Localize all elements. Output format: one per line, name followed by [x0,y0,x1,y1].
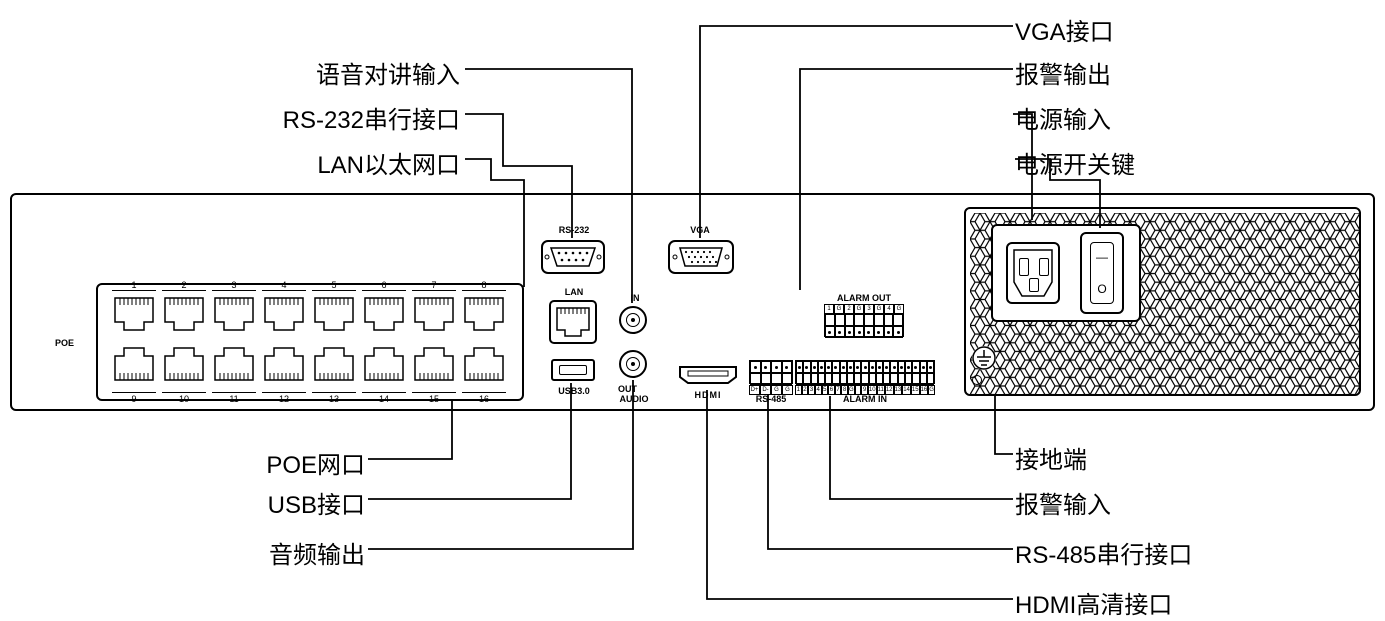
terminal-pin-label: 2 [802,385,809,395]
poe-row-2 [112,345,506,383]
poe-port-number: 13 [312,394,356,404]
poe-port-number: 12 [262,394,306,404]
callout-label: 语音对讲输入 [316,55,460,90]
diagram-container: POE 12345678 910111213141516 RS-232 VGA … [0,0,1385,621]
poe-port-number: 7 [412,280,456,290]
poe-port [262,295,306,333]
poe-port-number: 11 [212,394,256,404]
alarm-in-terminal [795,360,935,384]
callout-label: 报警输入 [1015,485,1111,520]
poe-port [362,295,406,333]
callout-label: RS-232串行接口 [283,100,460,135]
callout-label: 报警输出 [1015,55,1111,90]
poe-port-number: 4 [262,280,306,290]
terminal-pin-label: 14 [902,385,911,395]
poe-port-number: 16 [462,394,506,404]
callout-label: 音频输出 [269,535,365,570]
poe-port-number: 9 [112,394,156,404]
callout-label: VGA接口 [1015,12,1114,47]
terminal-pin-label: 3 [808,385,815,395]
alarm-in-label: ALARM IN [830,394,900,404]
ground-symbol-icon [972,346,996,370]
poe-port [412,345,456,383]
callout-label: 电源输入 [1015,100,1111,135]
poe-port [312,295,356,333]
poe-port-number: 2 [162,280,206,290]
callout-label: LAN以太网口 [317,145,460,180]
callout-label: RS-485串行接口 [1015,535,1192,570]
poe-port [312,345,356,383]
poe-label: POE [55,338,74,348]
audio-out-jack-icon [619,350,647,378]
poe-port [112,295,156,333]
terminal-pin-label: G [928,385,935,395]
rocker-off-mark: O [1082,282,1122,296]
lan-port-icon [549,300,597,344]
vga-port-icon [668,240,734,274]
alarm-out-label: ALARM OUT [824,293,904,303]
audio-block-label: AUDIO [618,394,650,404]
poe-port [212,345,256,383]
rs232-label: RS-232 [554,225,594,235]
rs232-port-icon [541,240,605,274]
audio-in-jack-icon [619,306,647,334]
poe-port-number: 15 [412,394,456,404]
poe-row-1 [112,295,506,333]
rocker-on-mark: — [1082,250,1122,264]
poe-port-number: 8 [462,280,506,290]
hdmi-label: HDMI [683,390,733,400]
callout-label: POE网口 [266,445,365,480]
iec-power-inlet-icon [1006,242,1060,304]
poe-port [462,295,506,333]
terminal-pin-label: 1 [795,385,802,395]
rs485-terminal [749,360,793,384]
ground-screw-icon [972,375,982,385]
hdmi-port-icon [678,365,738,385]
callout-label: USB接口 [268,485,365,520]
alarm-out-terminal [824,313,904,337]
rs485-label: RS-485 [749,394,793,404]
terminal-pin-label: 15 [911,385,920,395]
poe-port [412,295,456,333]
poe-port [162,345,206,383]
audio-in-label: IN [628,293,642,303]
terminal-pin-label: 5 [822,385,829,395]
poe-port [212,295,256,333]
poe-port [362,345,406,383]
poe-port-number: 3 [212,280,256,290]
callout-label: HDMI高清接口 [1015,585,1172,620]
terminal-pin-label: 16 [920,385,929,395]
poe-port-number: 6 [362,280,406,290]
usb-label: USB3.0 [552,386,596,396]
poe-port [262,345,306,383]
poe-port-number: 14 [362,394,406,404]
lan-label: LAN [559,287,589,297]
poe-port [162,295,206,333]
poe-port-number: 5 [312,280,356,290]
callout-label: 电源开关键 [1015,145,1135,180]
power-rocker-switch-icon: — O [1080,232,1124,314]
terminal-pin-label: 4 [815,385,822,395]
poe-port [462,345,506,383]
usb-port-icon [551,359,595,381]
vga-label: VGA [685,225,715,235]
poe-port [112,345,156,383]
callout-label: 接地端 [1015,440,1087,475]
poe-port-number: 10 [162,394,206,404]
poe-port-number: 1 [112,280,156,290]
audio-out-label: OUT [618,384,634,394]
